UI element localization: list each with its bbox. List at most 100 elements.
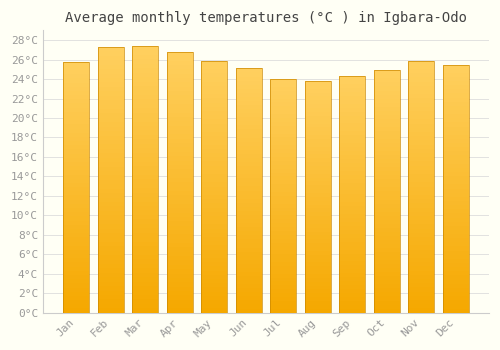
Bar [63, 196, 89, 199]
Bar [339, 305, 365, 309]
Bar [236, 207, 262, 211]
Bar [98, 145, 124, 149]
Bar [201, 300, 227, 304]
Bar [132, 251, 158, 255]
Bar [132, 210, 158, 215]
Bar [408, 203, 434, 208]
Bar [201, 296, 227, 300]
Bar [201, 216, 227, 220]
Bar [304, 158, 330, 162]
Bar [166, 278, 192, 282]
Bar [374, 301, 400, 304]
Bar [166, 61, 192, 65]
Bar [236, 195, 262, 199]
Bar [304, 266, 330, 270]
Bar [166, 126, 192, 130]
Bar [63, 216, 89, 221]
Bar [304, 201, 330, 204]
Bar [339, 265, 365, 269]
Bar [408, 103, 434, 107]
Bar [166, 182, 192, 187]
Bar [442, 77, 468, 81]
Bar [374, 139, 400, 143]
Bar [236, 174, 262, 178]
Bar [236, 304, 262, 309]
Bar [270, 141, 296, 145]
Bar [408, 98, 434, 103]
Bar [236, 80, 262, 85]
Bar [98, 47, 124, 51]
Bar [374, 188, 400, 191]
Bar [63, 220, 89, 225]
Bar [374, 260, 400, 264]
Bar [98, 224, 124, 229]
Bar [236, 231, 262, 235]
Bar [442, 292, 468, 296]
Bar [236, 134, 262, 138]
Bar [304, 108, 330, 112]
Bar [304, 177, 330, 181]
Bar [408, 65, 434, 69]
Bar [63, 112, 89, 116]
Bar [442, 205, 468, 209]
Bar [98, 237, 124, 242]
Bar [201, 82, 227, 86]
Bar [408, 82, 434, 86]
Bar [132, 268, 158, 273]
Bar [236, 125, 262, 130]
Bar [442, 139, 468, 143]
Bar [236, 264, 262, 268]
Bar [374, 147, 400, 151]
Bar [408, 262, 434, 266]
Bar [339, 194, 365, 198]
Bar [166, 52, 192, 313]
Bar [63, 204, 89, 208]
Bar [339, 80, 365, 84]
Bar [408, 258, 434, 262]
Bar [166, 161, 192, 165]
Bar [270, 184, 296, 188]
Bar [236, 260, 262, 264]
Bar [63, 179, 89, 183]
Bar [408, 250, 434, 254]
Bar [374, 127, 400, 131]
Bar [339, 281, 365, 285]
Bar [442, 180, 468, 184]
Bar [339, 120, 365, 124]
Bar [236, 170, 262, 174]
Bar [442, 155, 468, 160]
Bar [270, 79, 296, 313]
Bar [408, 287, 434, 292]
Bar [236, 166, 262, 170]
Bar [236, 276, 262, 280]
Bar [63, 120, 89, 124]
Bar [270, 227, 296, 231]
Bar [236, 187, 262, 190]
Bar [339, 88, 365, 92]
Bar [442, 93, 468, 98]
Bar [132, 308, 158, 313]
Bar [442, 214, 468, 217]
Bar [374, 216, 400, 220]
Bar [236, 199, 262, 203]
Bar [304, 112, 330, 116]
Bar [132, 60, 158, 64]
Bar [339, 116, 365, 120]
Bar [166, 113, 192, 117]
Bar [304, 139, 330, 143]
Bar [166, 204, 192, 208]
Bar [270, 196, 296, 200]
Bar [98, 87, 124, 91]
Bar [339, 210, 365, 214]
Bar [408, 94, 434, 98]
Bar [408, 153, 434, 157]
Bar [132, 82, 158, 86]
Bar [132, 295, 158, 299]
Bar [374, 91, 400, 95]
Bar [442, 288, 468, 292]
Bar [132, 46, 158, 50]
Bar [408, 300, 434, 304]
Bar [98, 308, 124, 313]
Bar [236, 121, 262, 125]
Bar [98, 290, 124, 295]
